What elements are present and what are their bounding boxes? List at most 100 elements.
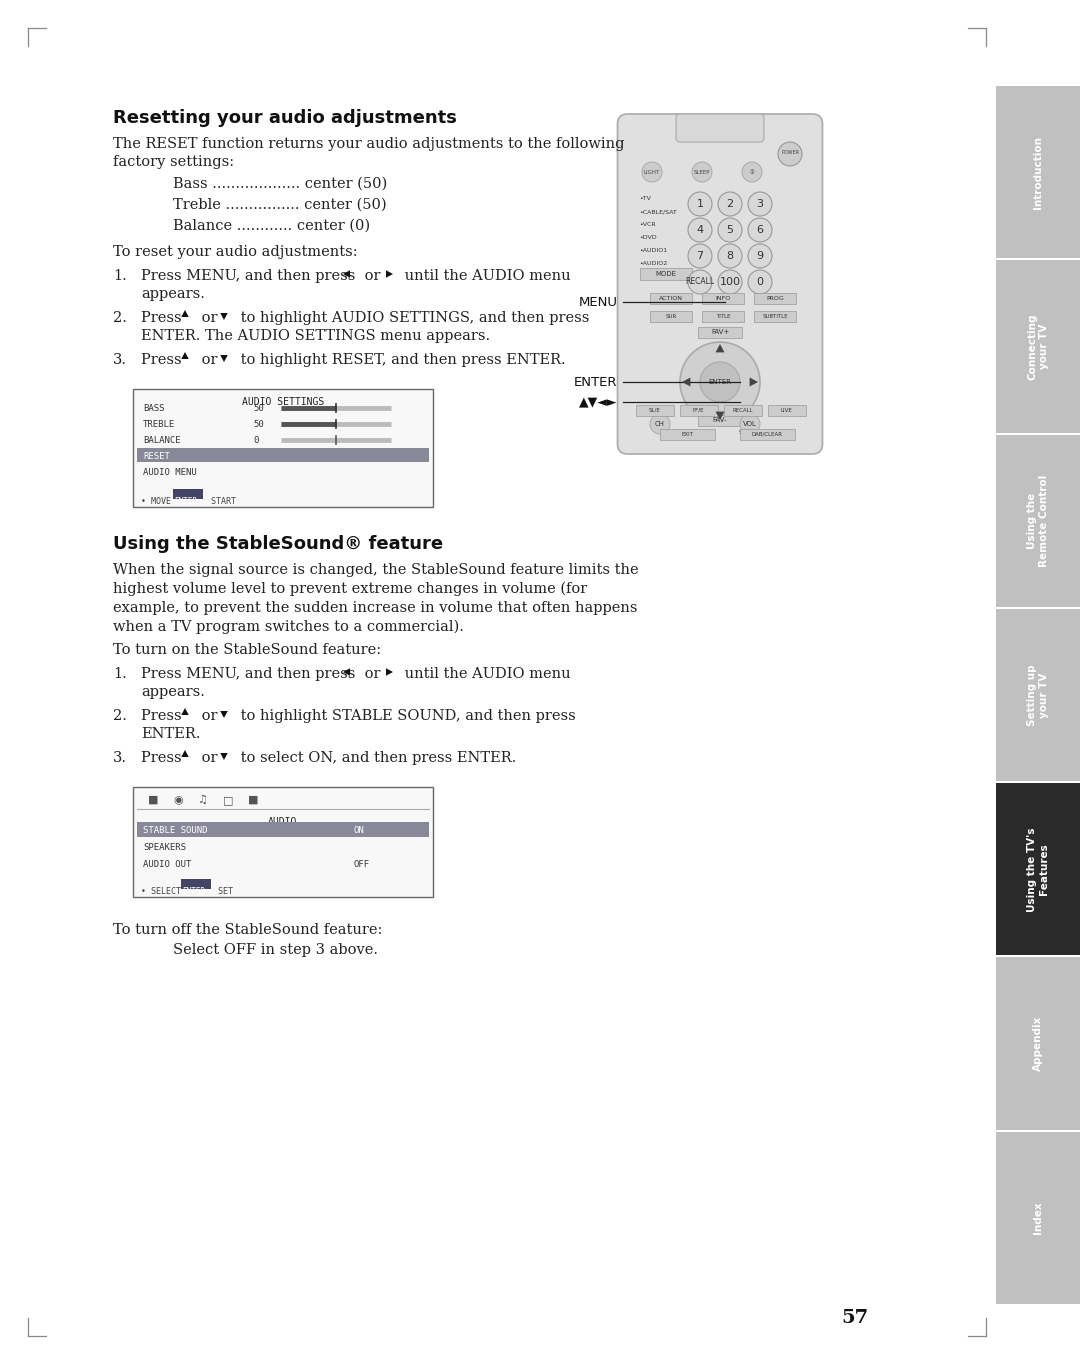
Text: SL/E: SL/E bbox=[649, 408, 660, 413]
Text: To reset your audio adjustments:: To reset your audio adjustments: bbox=[113, 246, 357, 259]
Bar bbox=[702, 311, 744, 322]
Text: TREBLE: TREBLE bbox=[143, 420, 175, 430]
Text: Setting up
your TV: Setting up your TV bbox=[1027, 664, 1049, 726]
Text: ■: ■ bbox=[148, 795, 159, 805]
Text: Press: Press bbox=[141, 353, 186, 367]
Text: when a TV program switches to a commercial).: when a TV program switches to a commerci… bbox=[113, 621, 464, 634]
Text: MODE: MODE bbox=[654, 271, 676, 277]
Text: 50: 50 bbox=[253, 404, 264, 413]
Text: 3.: 3. bbox=[113, 752, 127, 765]
Circle shape bbox=[718, 218, 742, 241]
Text: 1: 1 bbox=[697, 199, 703, 209]
Bar bbox=[754, 311, 796, 322]
Text: FAV+: FAV+ bbox=[711, 329, 729, 336]
Circle shape bbox=[718, 270, 742, 295]
Polygon shape bbox=[220, 753, 228, 760]
Text: VOL: VOL bbox=[743, 421, 757, 427]
Polygon shape bbox=[220, 355, 228, 361]
Text: SLEEP: SLEEP bbox=[693, 169, 711, 175]
Text: BASS: BASS bbox=[143, 404, 164, 413]
Bar bbox=[181, 878, 211, 889]
Circle shape bbox=[748, 218, 772, 241]
Circle shape bbox=[692, 162, 712, 181]
Text: OFF: OFF bbox=[353, 859, 369, 869]
Text: MENU: MENU bbox=[579, 296, 618, 308]
Polygon shape bbox=[715, 412, 725, 420]
FancyBboxPatch shape bbox=[133, 787, 433, 898]
Text: RESET: RESET bbox=[143, 451, 170, 461]
Circle shape bbox=[778, 142, 802, 166]
Text: appears.: appears. bbox=[141, 685, 205, 698]
Text: until the AUDIO menu: until the AUDIO menu bbox=[400, 269, 570, 282]
Text: Select OFF in step 3 above.: Select OFF in step 3 above. bbox=[173, 943, 378, 958]
Text: or: or bbox=[197, 311, 222, 325]
Text: ♫: ♫ bbox=[198, 795, 208, 805]
Polygon shape bbox=[220, 312, 228, 321]
Text: RECALL: RECALL bbox=[686, 277, 715, 286]
Text: ENTER.: ENTER. bbox=[141, 727, 201, 741]
Text: ◉: ◉ bbox=[173, 795, 183, 805]
Text: Press MENU, and then press: Press MENU, and then press bbox=[141, 269, 360, 282]
Text: 2: 2 bbox=[727, 199, 733, 209]
Text: •DVD: •DVD bbox=[639, 235, 657, 240]
Text: or: or bbox=[197, 353, 222, 367]
Text: 57: 57 bbox=[841, 1309, 868, 1327]
Text: POWER: POWER bbox=[781, 150, 799, 155]
Text: AUDIO MENU: AUDIO MENU bbox=[143, 468, 197, 477]
Text: ENTER: ENTER bbox=[573, 375, 618, 389]
FancyBboxPatch shape bbox=[676, 115, 764, 142]
Text: to highlight AUDIO SETTINGS, and then press: to highlight AUDIO SETTINGS, and then pr… bbox=[237, 311, 590, 325]
Polygon shape bbox=[181, 352, 189, 359]
Text: •AUDIO2: •AUDIO2 bbox=[639, 261, 667, 266]
Text: 0: 0 bbox=[756, 277, 764, 286]
Text: Press: Press bbox=[141, 709, 186, 723]
Text: SUBTITLE: SUBTITLE bbox=[762, 314, 787, 319]
Text: 5: 5 bbox=[727, 225, 733, 235]
Text: AUDIO: AUDIO bbox=[268, 817, 298, 827]
Bar bbox=[996, 86, 1080, 258]
Polygon shape bbox=[681, 378, 690, 386]
Bar bbox=[754, 293, 796, 304]
Bar bbox=[702, 293, 744, 304]
Text: 6: 6 bbox=[756, 225, 764, 235]
Text: Index: Index bbox=[1032, 1202, 1043, 1234]
Bar bbox=[137, 822, 429, 837]
Bar bbox=[740, 430, 795, 441]
Polygon shape bbox=[220, 711, 228, 717]
Text: ENTER: ENTER bbox=[708, 379, 731, 385]
Polygon shape bbox=[181, 708, 189, 715]
Bar bbox=[679, 405, 717, 416]
Text: CH: CH bbox=[654, 421, 665, 427]
Text: 1.: 1. bbox=[113, 667, 126, 681]
Polygon shape bbox=[343, 668, 350, 675]
Text: RECALL: RECALL bbox=[732, 408, 753, 413]
Text: example, to prevent the sudden increase in volume that often happens: example, to prevent the sudden increase … bbox=[113, 602, 637, 615]
Text: Connecting
your TV: Connecting your TV bbox=[1027, 314, 1049, 379]
Text: • MOVE: • MOVE bbox=[141, 496, 171, 506]
Circle shape bbox=[688, 244, 712, 267]
Circle shape bbox=[718, 192, 742, 216]
Bar bbox=[650, 311, 692, 322]
Text: Using the
Remote Control: Using the Remote Control bbox=[1027, 475, 1049, 567]
Bar bbox=[635, 405, 674, 416]
Circle shape bbox=[650, 415, 670, 434]
Text: Resetting your audio adjustments: Resetting your audio adjustments bbox=[113, 109, 457, 127]
Circle shape bbox=[680, 342, 760, 421]
Text: to select ON, and then press ENTER.: to select ON, and then press ENTER. bbox=[237, 752, 516, 765]
Text: □: □ bbox=[222, 795, 233, 805]
Text: or: or bbox=[197, 709, 222, 723]
Text: until the AUDIO menu: until the AUDIO menu bbox=[400, 667, 570, 681]
Text: PROG: PROG bbox=[766, 296, 784, 301]
Text: 0: 0 bbox=[253, 436, 258, 445]
Text: •AUDIO1: •AUDIO1 bbox=[639, 248, 667, 252]
Circle shape bbox=[718, 244, 742, 267]
Bar bbox=[724, 405, 761, 416]
Text: 9: 9 bbox=[756, 251, 764, 261]
Text: Press: Press bbox=[141, 752, 186, 765]
Text: TITLE: TITLE bbox=[716, 314, 730, 319]
Text: to highlight STABLE SOUND, and then press: to highlight STABLE SOUND, and then pres… bbox=[237, 709, 576, 723]
Polygon shape bbox=[181, 750, 189, 757]
Text: SPEAKERS: SPEAKERS bbox=[143, 843, 186, 852]
Bar bbox=[996, 1132, 1080, 1304]
Bar bbox=[137, 447, 429, 462]
